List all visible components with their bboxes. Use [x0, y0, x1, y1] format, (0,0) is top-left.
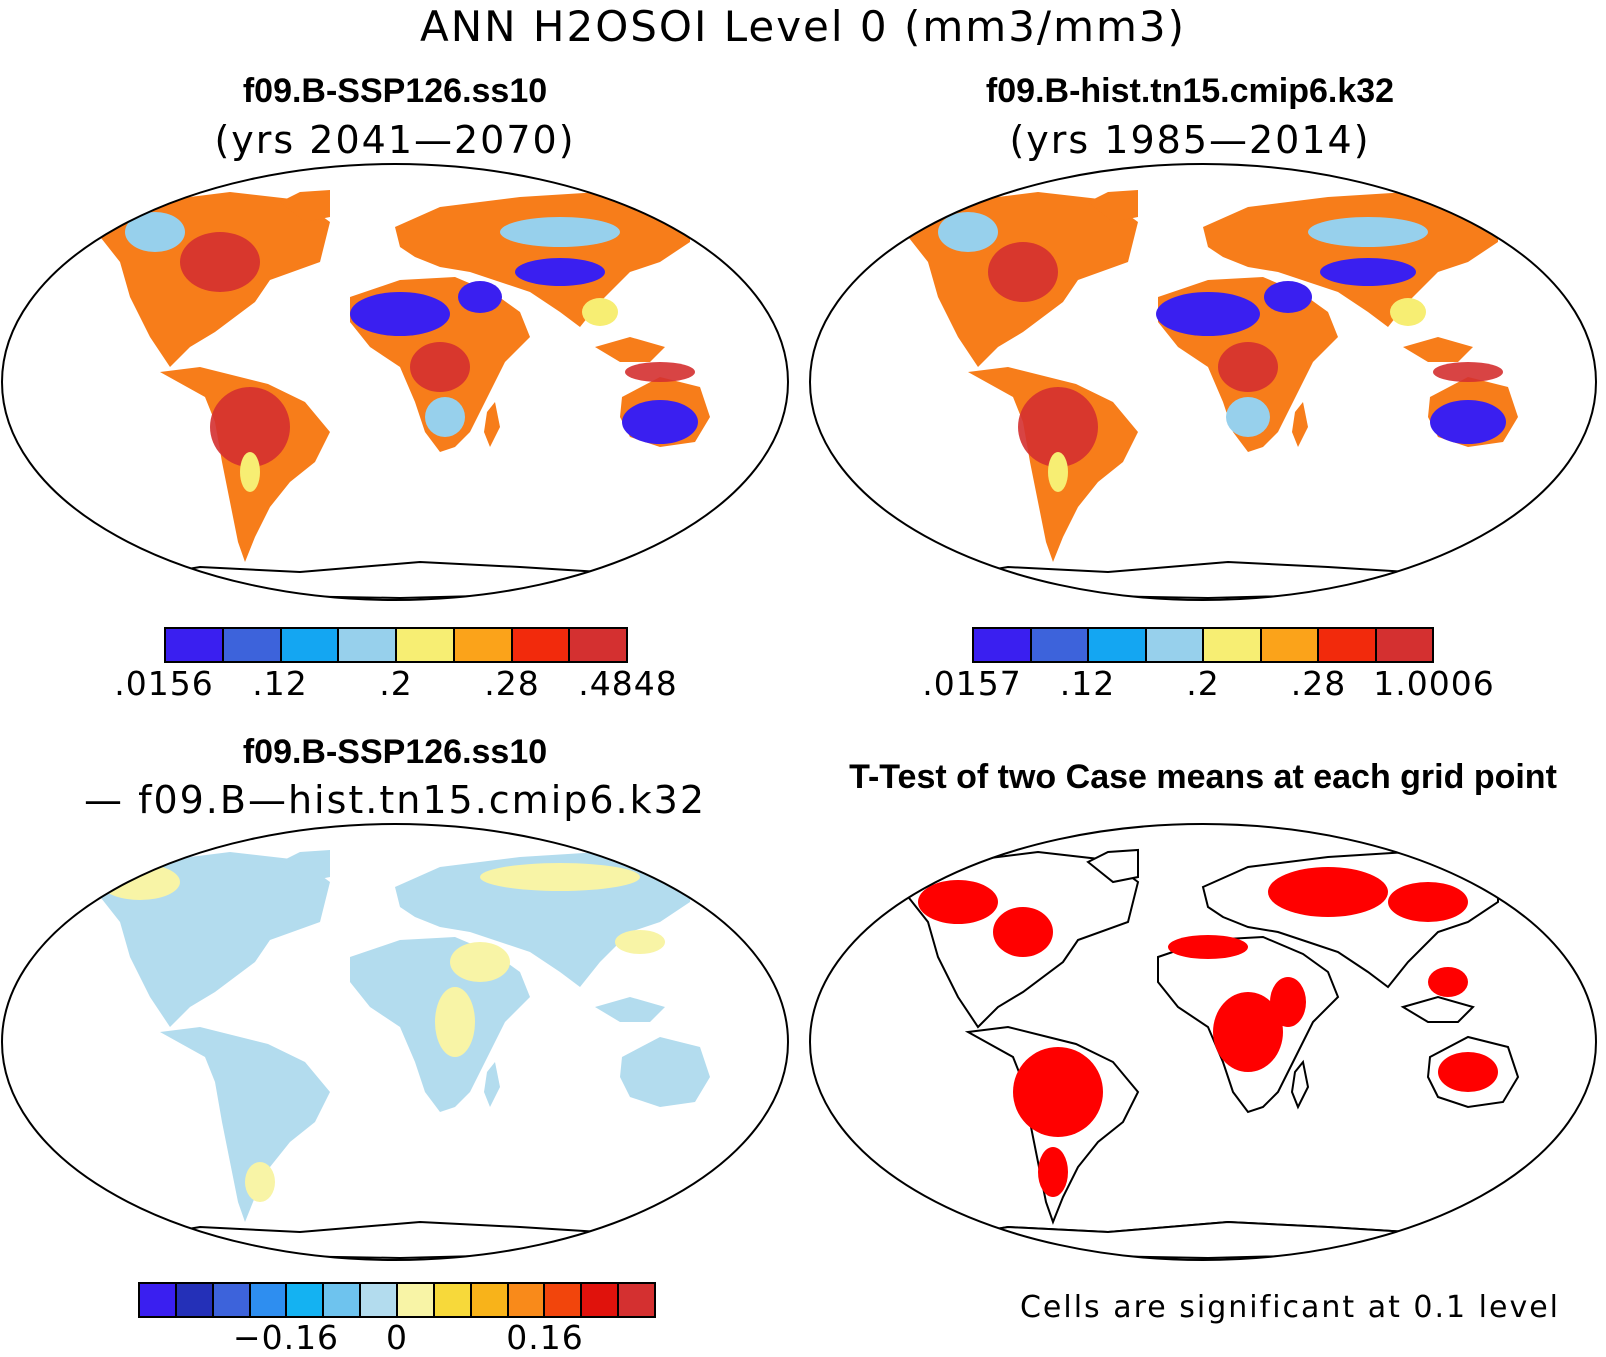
colorbar-swatch — [1031, 629, 1089, 661]
colorbar-tick-label: .12 — [252, 664, 308, 703]
colorbar-swatch — [339, 629, 397, 661]
colorbar-tick-label: 0 — [386, 1318, 408, 1357]
colorbar-swatch — [398, 1284, 435, 1316]
panel-3-subtitle: — f09.B—hist.tn15.cmip6.k32 — [84, 778, 706, 822]
colorbar-swatch — [582, 1284, 620, 1316]
colorbar-tick-label: .0157 — [922, 664, 1022, 703]
map-panel-1 — [1, 163, 789, 601]
map-panel-3 — [1, 823, 789, 1261]
colorbar-swatch — [1204, 629, 1262, 661]
colorbar-tick-label: 1.0006 — [1373, 664, 1495, 703]
colorbar-swatch — [1376, 629, 1432, 661]
map-panel-4 — [809, 823, 1597, 1261]
colorbar-tick-label: −0.16 — [232, 1318, 340, 1357]
colorbar-swatch — [176, 1284, 214, 1316]
panel-3-title: f09.B-SSP126.ss10 — [242, 733, 548, 771]
significance-note: Cells are significant at 0.1 level — [1019, 1290, 1560, 1325]
colorbar-swatch — [454, 629, 513, 661]
colorbar-2 — [972, 627, 1434, 663]
colorbar-swatch — [213, 1284, 251, 1316]
colorbar-swatch — [250, 1284, 288, 1316]
colorbar-tick-label: .4848 — [578, 664, 678, 703]
colorbar-swatch — [512, 629, 571, 661]
colorbar-swatch — [1089, 629, 1147, 661]
colorbar-swatch — [1146, 629, 1204, 661]
colorbar-swatch — [471, 1284, 509, 1316]
panel-1-title: f09.B-SSP126.ss10 — [242, 72, 548, 110]
colorbar-tick-label: .28 — [484, 664, 540, 703]
colorbar-swatch — [508, 1284, 546, 1316]
colorbar-swatch — [223, 629, 282, 661]
panel-2-subtitle: (yrs 1985—2014) — [1009, 118, 1371, 162]
panel-4-title: T-Test of two Case means at each grid po… — [849, 758, 1557, 796]
colorbar-tick-label: .28 — [1290, 664, 1347, 703]
panel-1-subtitle: (yrs 2041—2070) — [214, 118, 576, 162]
colorbar-tick-label: .0156 — [114, 664, 214, 703]
significant-cells — [918, 867, 1498, 1197]
colorbar-swatch — [324, 1284, 362, 1316]
colorbar-swatch — [1319, 629, 1377, 661]
colorbar-3 — [138, 1282, 656, 1318]
colorbar-swatch — [619, 1284, 655, 1316]
figure-title: ANN H2OSOI Level 0 (mm3/mm3) — [419, 2, 1187, 51]
map-panel-2 — [809, 163, 1597, 601]
colorbar-swatch — [570, 629, 626, 661]
colorbar-swatch — [361, 1284, 399, 1316]
colorbar-swatch — [1261, 629, 1319, 661]
colorbar-swatch — [974, 629, 1032, 661]
colorbar-tick-label: .2 — [379, 664, 413, 703]
colorbar-tick-label: .12 — [1059, 664, 1116, 703]
colorbar-swatch — [545, 1284, 583, 1316]
colorbar-tick-label: 0.16 — [506, 1318, 584, 1357]
colorbar-1 — [164, 627, 628, 663]
colorbar-swatch — [397, 629, 455, 661]
colorbar-swatch — [287, 1284, 325, 1316]
colorbar-tick-label: .2 — [1186, 664, 1220, 703]
panel-2-title: f09.B-hist.tn15.cmip6.k32 — [985, 72, 1395, 110]
colorbar-swatch — [166, 629, 224, 661]
colorbar-swatch — [434, 1284, 472, 1316]
colorbar-swatch — [140, 1284, 177, 1316]
colorbar-swatch — [281, 629, 340, 661]
